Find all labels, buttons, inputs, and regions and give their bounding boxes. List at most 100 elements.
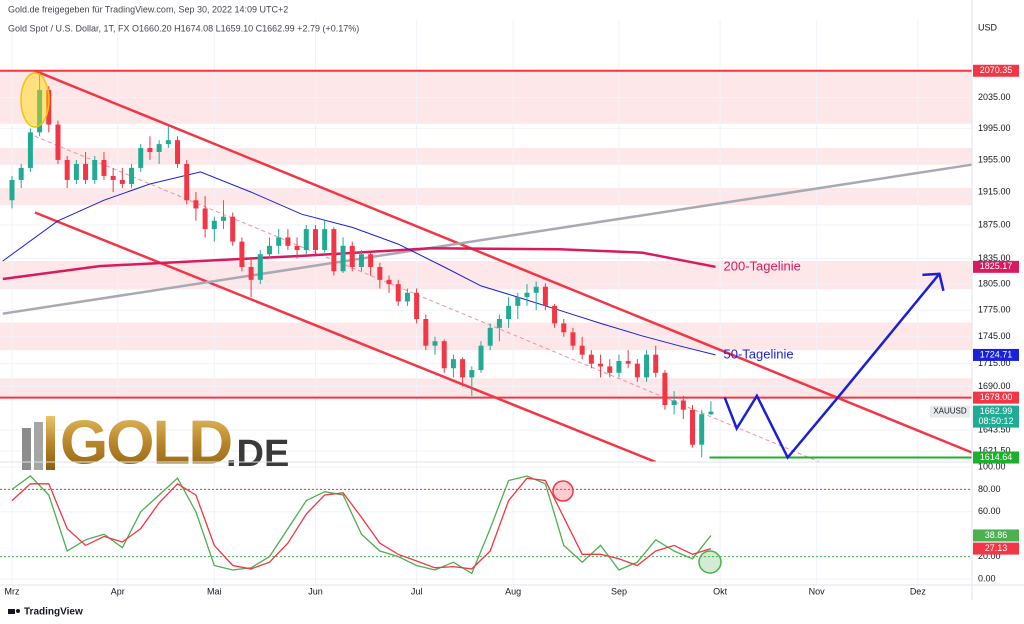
candle-body <box>533 286 539 293</box>
x-tick-label: Nov <box>809 586 826 596</box>
arrowhead <box>922 272 945 292</box>
candle-body <box>644 354 650 378</box>
candle-body <box>690 409 696 445</box>
candle-body <box>340 245 346 272</box>
y-tick-label: 60.00 <box>978 506 1001 516</box>
footer-text: TradingView <box>24 607 83 618</box>
oscillator-last-box <box>973 529 1019 542</box>
highlight <box>552 480 574 502</box>
candle-body <box>331 229 337 272</box>
series-last-label-box <box>973 348 1019 361</box>
candle-body <box>119 179 125 184</box>
candle-body <box>607 366 613 373</box>
candle-body <box>129 167 135 184</box>
trendline <box>34 135 821 462</box>
candle-body <box>257 254 263 280</box>
candle-body <box>625 360 631 364</box>
projection <box>723 273 941 460</box>
y-tick-label: 1875.00 <box>978 219 1011 229</box>
candle-body <box>27 132 33 168</box>
series-annotation: 200-Tagelinie <box>724 258 801 273</box>
axis-layer: Mrz Apr Mai Jun Jul Aug Sep Okt Nov Dez 2035.00 199… <box>4 64 1019 596</box>
x-tick-label: Okt <box>713 586 728 596</box>
zone <box>0 188 972 206</box>
price-axis <box>972 0 1024 600</box>
x-tick-label: Mrz <box>4 586 19 596</box>
y-tick-label: 20.00 <box>978 551 1001 561</box>
x-tick-label: Jul <box>411 586 423 596</box>
main-layer: 200-Tagelinie 50-Tagelinie <box>724 258 801 361</box>
candle-body <box>184 163 190 201</box>
candle-body <box>386 279 392 285</box>
candle-body <box>175 140 181 164</box>
candle-body <box>699 414 705 445</box>
candle-body <box>9 179 15 201</box>
footer-logo: TradingView <box>8 607 83 618</box>
x-tick-label: Jun <box>308 586 323 596</box>
oscillator-last-label: 38.86 <box>985 530 1008 540</box>
y-tick-label: 1805.00 <box>978 279 1011 289</box>
level-label: 1614.64 <box>980 452 1013 462</box>
candle-body <box>524 292 530 298</box>
y-tick-label: 1955.00 <box>978 154 1011 164</box>
y-tick-label: 1915.00 <box>978 186 1011 196</box>
x-tick-label: Sep <box>611 586 627 596</box>
y-tick-label: 1643.50 <box>978 424 1011 434</box>
candle-body <box>230 216 236 242</box>
candle-body <box>561 323 567 333</box>
logo-bar <box>34 422 43 470</box>
zone <box>0 261 972 290</box>
series-last-label-box <box>973 260 1019 273</box>
candle-body <box>432 341 438 346</box>
candle-body <box>266 245 272 255</box>
oscillator-pane <box>0 462 972 585</box>
candle-body <box>515 297 521 306</box>
symbol-legend: Gold Spot / U.S. Dollar, 1T, FX O1660.20… <box>8 23 359 33</box>
last-price-label: 1662.99 <box>980 406 1013 416</box>
oscillator-last-box <box>973 542 1019 555</box>
candle-body <box>542 286 548 306</box>
candle-body <box>276 237 282 246</box>
candle-body <box>423 318 429 346</box>
logo: GOLD .DE <box>22 408 289 477</box>
candle-body <box>478 345 484 371</box>
candle-body <box>680 400 686 410</box>
logo-suffix: .DE <box>226 433 289 475</box>
candle-body <box>487 327 493 346</box>
candle-body <box>653 354 659 373</box>
oscillator-line <box>11 475 712 575</box>
trendline <box>34 211 657 462</box>
background-layer <box>0 20 972 585</box>
candle-body <box>303 229 309 251</box>
x-tick-label: Mai <box>207 586 222 596</box>
y-tick-label: 1621.50 <box>978 445 1011 455</box>
candle-body <box>616 360 622 373</box>
candle-body <box>92 159 98 180</box>
logo-main: GOLD <box>60 408 231 477</box>
candle-body <box>202 208 208 230</box>
candle-body <box>579 345 585 355</box>
candle-body <box>156 144 162 153</box>
candle-body <box>496 318 502 328</box>
y-tick-label: 1835.00 <box>978 253 1011 263</box>
candle-body <box>634 363 640 378</box>
candle-body <box>138 148 144 168</box>
series-last-label: 1825.17 <box>980 261 1013 271</box>
candle-body <box>708 411 714 415</box>
candle-body <box>552 305 558 324</box>
moving-average <box>2 171 716 356</box>
candle-body <box>358 254 364 267</box>
candle-body <box>18 167 24 180</box>
candle-body <box>248 266 254 280</box>
y-tick-label: 1715.00 <box>978 358 1011 368</box>
last-price-box <box>973 405 1019 428</box>
level-label-box <box>973 391 1019 404</box>
y-tick-label: 80.00 <box>978 484 1001 494</box>
level-label-box <box>973 64 1019 77</box>
candle-body <box>414 292 420 319</box>
x-tick-label: Aug <box>505 586 521 596</box>
candle-body <box>73 163 79 180</box>
candle-body <box>662 372 668 406</box>
countdown: 08:50:12 <box>978 416 1013 426</box>
